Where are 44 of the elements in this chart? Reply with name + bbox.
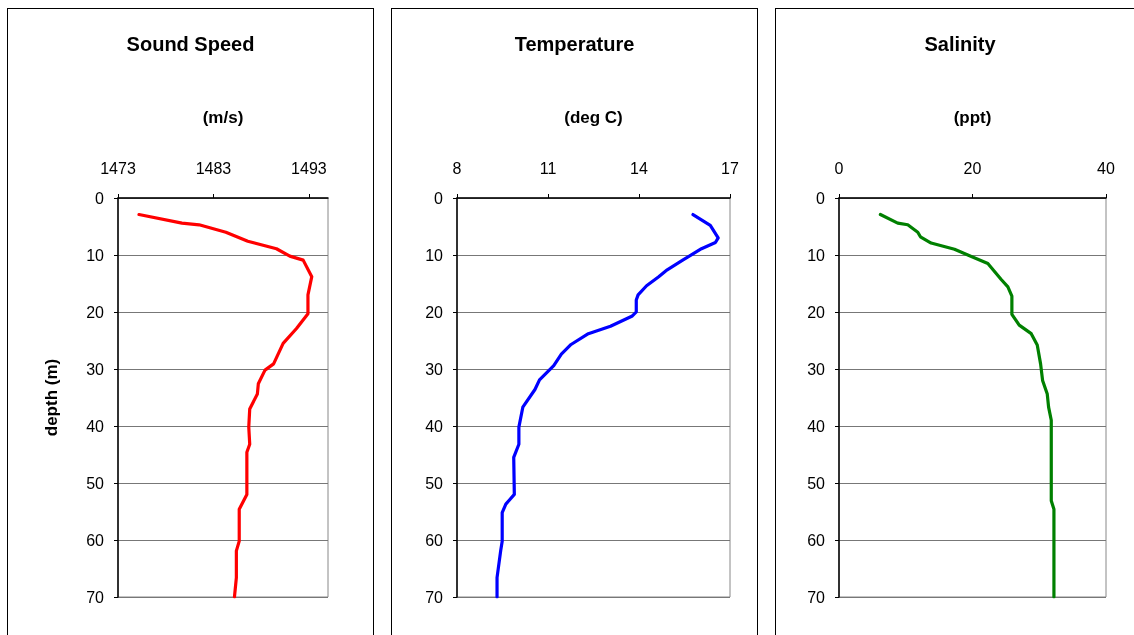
x-axis-title: (m/s) (202, 108, 244, 127)
line-series (137, 212, 314, 599)
line-series (495, 212, 720, 599)
y-tick-label: 0 (434, 189, 444, 207)
y-tick-label: 0 (95, 189, 105, 207)
y-tick-label: 70 (86, 588, 105, 606)
x-tick-label: 17 (721, 159, 739, 177)
y-tick-label: 60 (425, 531, 444, 549)
x-tick-label: 0 (834, 159, 844, 177)
y-tick-label: 40 (86, 417, 105, 435)
y-tick-label: 70 (807, 588, 826, 606)
x-tick-label: 1473 (100, 159, 136, 177)
y-tick-label: 50 (807, 474, 826, 492)
y-tick-label: 10 (807, 246, 826, 264)
x-tick-label: 8 (452, 159, 462, 177)
x-tick-label: 40 (1097, 159, 1115, 177)
y-tick-label: 70 (425, 588, 444, 606)
y-tick-label: 20 (425, 303, 444, 321)
y-axis-title: depth (m) (42, 358, 61, 437)
x-tick-label: 11 (539, 159, 557, 177)
y-tick-label: 60 (807, 531, 826, 549)
y-tick-label: 0 (816, 189, 826, 207)
chart-title: Sound Speed (126, 33, 255, 55)
y-tick-label: 20 (86, 303, 105, 321)
y-tick-label: 20 (807, 303, 826, 321)
x-tick-label: 14 (630, 159, 648, 177)
y-tick-label: 30 (807, 360, 826, 378)
line-series (878, 212, 1056, 599)
y-tick-label: 40 (425, 417, 444, 435)
y-tick-label: 10 (86, 246, 105, 264)
x-tick-label: 20 (963, 159, 982, 177)
y-tick-label: 40 (807, 417, 826, 435)
y-tick-label: 50 (86, 474, 105, 492)
x-axis-title: (ppt) (953, 108, 992, 127)
y-tick-label: 50 (425, 474, 444, 492)
y-tick-label: 60 (86, 531, 105, 549)
x-tick-label: 1493 (291, 159, 327, 177)
x-tick-label: 1483 (195, 159, 232, 177)
chart-title: Temperature (514, 33, 635, 55)
y-tick-label: 10 (425, 246, 444, 264)
chart-title: Salinity (924, 33, 997, 55)
y-tick-label: 30 (425, 360, 444, 378)
x-axis-title: (deg C) (564, 108, 623, 127)
y-tick-label: 30 (86, 360, 105, 378)
